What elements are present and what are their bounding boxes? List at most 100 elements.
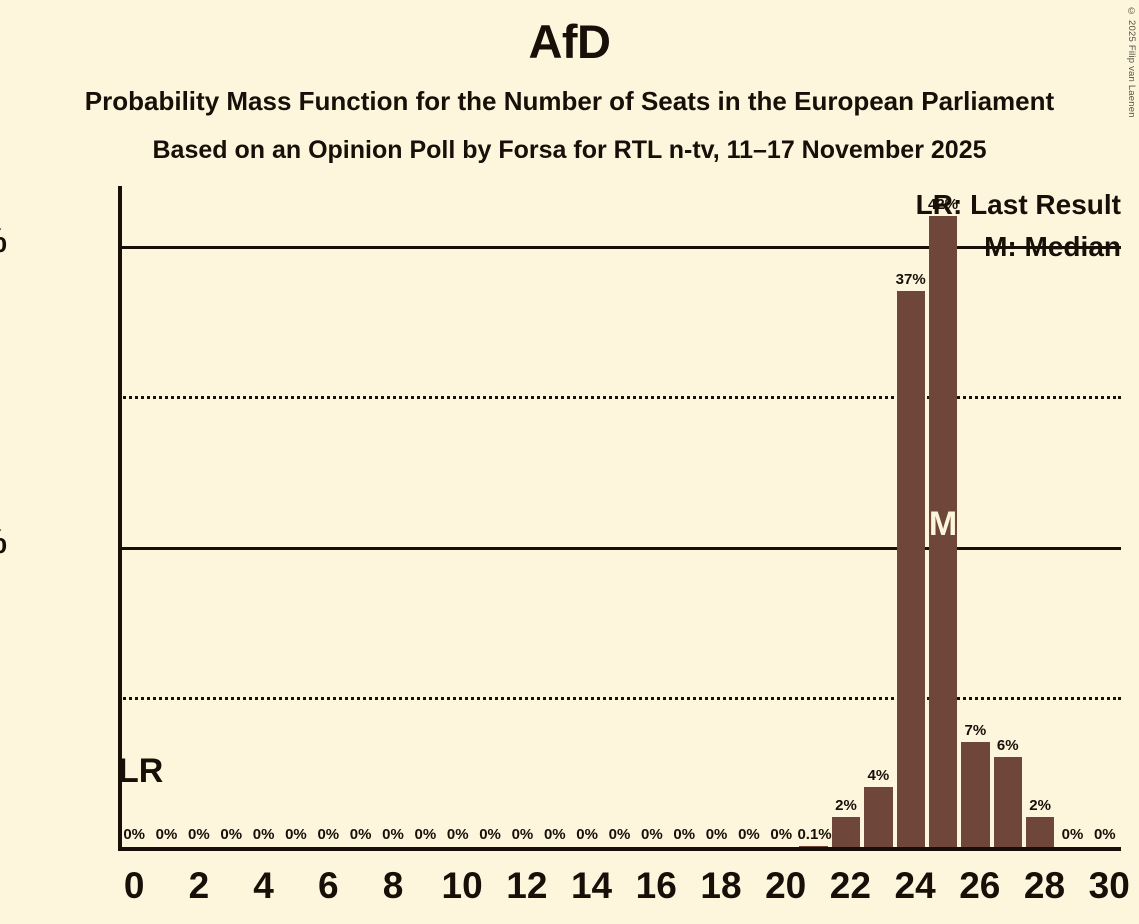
bar-slot[interactable]: 0% [1089,186,1121,847]
bar-value-label: 0% [705,826,728,843]
x-tick-label: 12 [506,865,548,906]
bar-value-label: 0% [511,826,534,843]
last-result-marker: LR [118,752,164,790]
x-tick-label: 4 [253,865,274,906]
bar-slot[interactable]: 0% [1056,186,1088,847]
bar-slot[interactable]: 6% [992,186,1024,847]
bar-slot[interactable]: 0% [118,186,150,847]
bar-slot[interactable]: 4% [862,186,894,847]
bar-value-label: 0% [608,826,631,843]
bar-value-label: 2% [835,796,857,814]
bar-value-label: 0% [382,826,404,843]
bar-slot[interactable]: 2% [1024,186,1056,847]
bar-slot[interactable]: 2% [830,186,862,847]
x-tick-label: 30 [1088,865,1130,906]
bar-slot[interactable]: 0% [539,186,571,847]
y-tick-label: 40% [0,222,7,261]
page-title: AfD [528,15,611,68]
x-tick-label: 22 [829,865,871,906]
bar-value-label: 0% [543,826,566,843]
chart-subtitle: Probability Mass Function for the Number… [84,86,1055,116]
gridline-30 [118,396,1121,400]
bar-slot[interactable]: 42% M [927,186,959,847]
bar-slot[interactable]: 0% [409,186,441,847]
legend-item-last-result: LR: Last Result [915,189,1121,220]
gridline-40 [118,246,1121,250]
x-axis-tick-labels: 0 2 4 6 8 10 12 14 16 18 20 22 24 26 28 30 [118,865,1130,915]
bar-slot[interactable]: 0% [183,186,215,847]
x-tick-label: 28 [1023,865,1066,906]
median-marker: M [928,504,958,543]
bar-rect[interactable] [961,741,990,847]
bar-rect[interactable] [864,786,893,847]
bar-value-label: 6% [996,736,1019,754]
bar-value-label: 0.1% [797,825,832,843]
bar-slot[interactable]: 0% [377,186,409,847]
bar-value-label: 0% [738,826,760,843]
bar-slot[interactable]: 0% [280,186,312,847]
bar-value-label: 0% [252,826,275,843]
bar-slot[interactable]: 37% [895,186,927,847]
x-tick-label: 18 [700,865,742,906]
x-tick-label: 10 [441,865,483,906]
bar-value-label: 0% [188,826,210,843]
bar-slot[interactable]: 0% [571,186,603,847]
bar-value-label: 0% [414,826,437,843]
bar-slot[interactable]: 0% [150,186,182,847]
bar-slot[interactable]: 0.1% [797,186,832,847]
x-tick-label: 14 [570,865,613,906]
y-axis-line [118,186,122,851]
bar-value-label: 37% [895,271,926,289]
x-tick-label: 6 [318,865,339,906]
bar-slot[interactable]: 0% [312,186,344,847]
bar-value-label: 0% [155,826,178,843]
x-tick-label: 0 [123,865,145,906]
chart-source-line: Based on an Opinion Poll by Forsa for RT… [152,136,987,164]
bar-value-label: 0% [123,826,146,843]
bar-value-label: 0% [641,826,663,843]
bar-rect[interactable] [831,816,861,847]
bar-value-label: 4% [867,766,890,784]
bar-slot[interactable]: 0% [733,186,765,847]
bar-slot[interactable]: 0% [506,186,538,847]
gridline-10 [118,696,1121,700]
x-tick-label: 16 [635,865,677,906]
bar-slot[interactable]: 0% [442,186,474,847]
copyright-notice: © 2025 Filip van Laenen [1126,6,1137,118]
x-tick-label: 26 [959,865,1001,906]
x-tick-label: 24 [894,865,936,906]
bar-slot[interactable]: 0% [700,186,732,847]
y-tick-label: 20% [0,523,7,562]
x-tick-label: 20 [765,865,807,906]
bar-slot[interactable]: 7% [959,186,991,847]
bar-rect[interactable] [799,845,828,847]
bar-rect[interactable] [896,291,925,847]
bar-value-label: 0% [317,826,340,843]
bar-slot[interactable]: 0% [765,186,797,847]
bar-value-label: 0% [673,826,696,843]
bar-rect[interactable] [928,216,958,847]
bar-value-label: 0% [479,826,501,843]
bar-rect[interactable] [1025,816,1055,847]
bar-value-label: 42% [928,196,959,214]
bar-rect[interactable] [993,756,1022,847]
bar-value-label: 0% [770,826,793,843]
gridline-20 [118,546,1121,550]
bar-value-label: 0% [1093,826,1116,843]
bar-value-label: 2% [1029,796,1051,814]
bar-slot[interactable]: 0% [603,186,635,847]
x-tick-label: 8 [382,865,404,906]
bar-value-label: 0% [446,826,469,843]
bar-slot[interactable]: 0% [636,186,668,847]
plot-area: 0% 0% 0% 0% 0% 0% 0% 0% 0% 0% 0% 0% 0% 0% 0% 0% 0% 0% 0% 0%… [118,186,1121,847]
bar-slot[interactable]: 0% [344,186,376,847]
bar-value-label: 0% [349,826,372,843]
bar-slot[interactable]: 0% [474,186,506,847]
bar-slot[interactable]: 0% [215,186,247,847]
bar-slot[interactable]: 0% [668,186,700,847]
x-tick-label: 2 [188,865,210,906]
bar-value-label: 0% [220,826,243,843]
bar-value-label: 0% [285,826,307,843]
bar-value-label: 0% [576,826,598,843]
bar-slot[interactable]: 0% [247,186,279,847]
